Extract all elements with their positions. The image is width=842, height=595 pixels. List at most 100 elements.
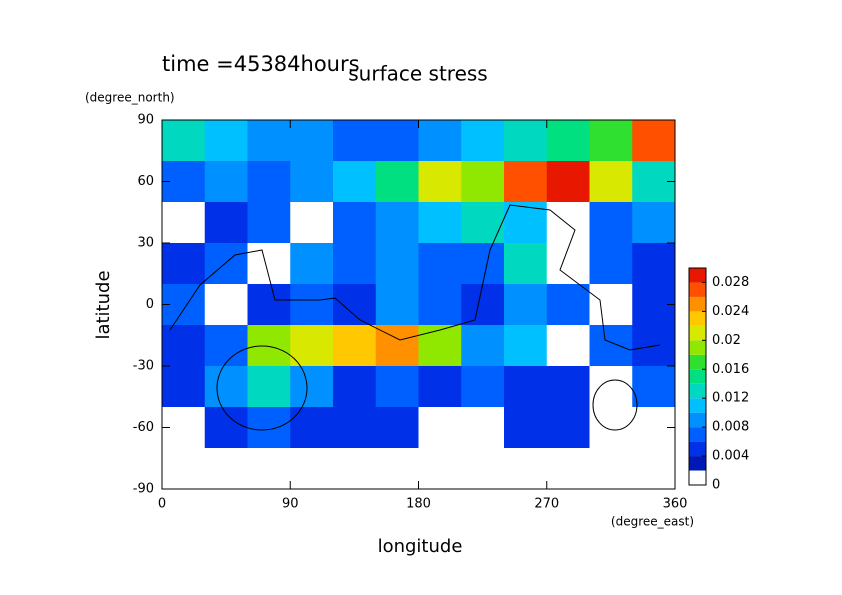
x-tick-label: 0 [158, 497, 166, 512]
cell [461, 366, 505, 408]
x-unit: (degree_east) [611, 515, 694, 529]
chart-title: surface stress [348, 62, 487, 86]
cell [204, 243, 248, 285]
cell [504, 407, 548, 449]
cell [333, 407, 377, 449]
cell [589, 448, 633, 490]
chart-subtitle: time =45384hours [162, 52, 360, 76]
colorbar-swatch [689, 340, 706, 355]
cell [375, 284, 419, 326]
colorbar-tick-label: 0 [712, 478, 720, 493]
colorbar-swatch [689, 412, 706, 428]
cell [333, 284, 377, 326]
cell [632, 202, 676, 244]
cell [333, 120, 377, 162]
cell [162, 366, 206, 408]
colorbar-swatch [689, 282, 706, 297]
cell [247, 366, 291, 408]
x-tick-label: 360 [663, 497, 688, 512]
cell [589, 120, 633, 162]
cell [333, 325, 377, 367]
cell [418, 202, 462, 244]
cell [162, 448, 206, 490]
cell [546, 120, 590, 162]
colorbar-tick-label: 0.008 [712, 420, 749, 435]
cell [204, 448, 248, 490]
colorbar-tick-label: 0.024 [712, 304, 749, 319]
cell [290, 161, 334, 203]
cell [204, 325, 248, 367]
cell [375, 161, 419, 203]
colorbar-tick-label: 0.016 [712, 362, 749, 377]
y-tick-label: -30 [133, 359, 154, 374]
cell [504, 202, 548, 244]
cell [290, 366, 334, 408]
cell [546, 202, 590, 244]
cell [375, 366, 419, 408]
cell [290, 407, 334, 449]
cell [418, 120, 462, 162]
cell [375, 120, 419, 162]
coastlines [169, 204, 661, 431]
cell [504, 284, 548, 326]
cell [333, 202, 377, 244]
cell [546, 325, 590, 367]
y-tick-label: 0 [146, 297, 154, 312]
cell [418, 448, 462, 490]
cell [247, 448, 291, 490]
y-tick-label: 60 [137, 174, 154, 189]
cell [418, 161, 462, 203]
colorbar-swatch [689, 296, 706, 312]
cell [418, 243, 462, 285]
cell [589, 284, 633, 326]
cell [247, 284, 291, 326]
colorbar-tick-label: 0.012 [712, 391, 749, 406]
cell [204, 284, 248, 326]
cell [375, 448, 419, 490]
x-tick-label: 90 [282, 497, 299, 512]
field [162, 120, 676, 490]
cell [504, 325, 548, 367]
cell [504, 161, 548, 203]
cell [247, 325, 291, 367]
colorbar-swatch [689, 268, 706, 283]
cell [546, 407, 590, 449]
cell [162, 120, 206, 162]
cell [290, 448, 334, 490]
cell [461, 284, 505, 326]
cell [375, 407, 419, 449]
cell [247, 407, 291, 449]
colorbar-swatch [689, 441, 706, 457]
colorbar-tick-label: 0.028 [712, 275, 749, 290]
cell [632, 243, 676, 285]
cell [418, 407, 462, 449]
cell [247, 202, 291, 244]
y-tick-label: -90 [133, 482, 154, 497]
cell [461, 120, 505, 162]
colorbar-frame [688, 267, 707, 486]
colorbar-swatch [689, 470, 706, 485]
cell [418, 325, 462, 367]
colorbar-swatch [689, 354, 706, 370]
cell [589, 407, 633, 449]
cell [589, 366, 633, 408]
cell [461, 161, 505, 203]
colorbar-swatch [689, 398, 706, 413]
y-tick-label: 30 [137, 236, 154, 251]
colorbar-swatch [689, 311, 706, 326]
cell [290, 120, 334, 162]
cell [504, 366, 548, 408]
cell [461, 325, 505, 367]
cell [375, 243, 419, 285]
cell [162, 243, 206, 285]
y-tick-label: -60 [133, 420, 154, 435]
cell [204, 161, 248, 203]
x-tick-label: 270 [534, 497, 559, 512]
cell [546, 243, 590, 285]
cell [461, 407, 505, 449]
colorbar-swatch [689, 383, 706, 399]
y-unit: (degree_north) [85, 91, 175, 105]
cell [290, 325, 334, 367]
